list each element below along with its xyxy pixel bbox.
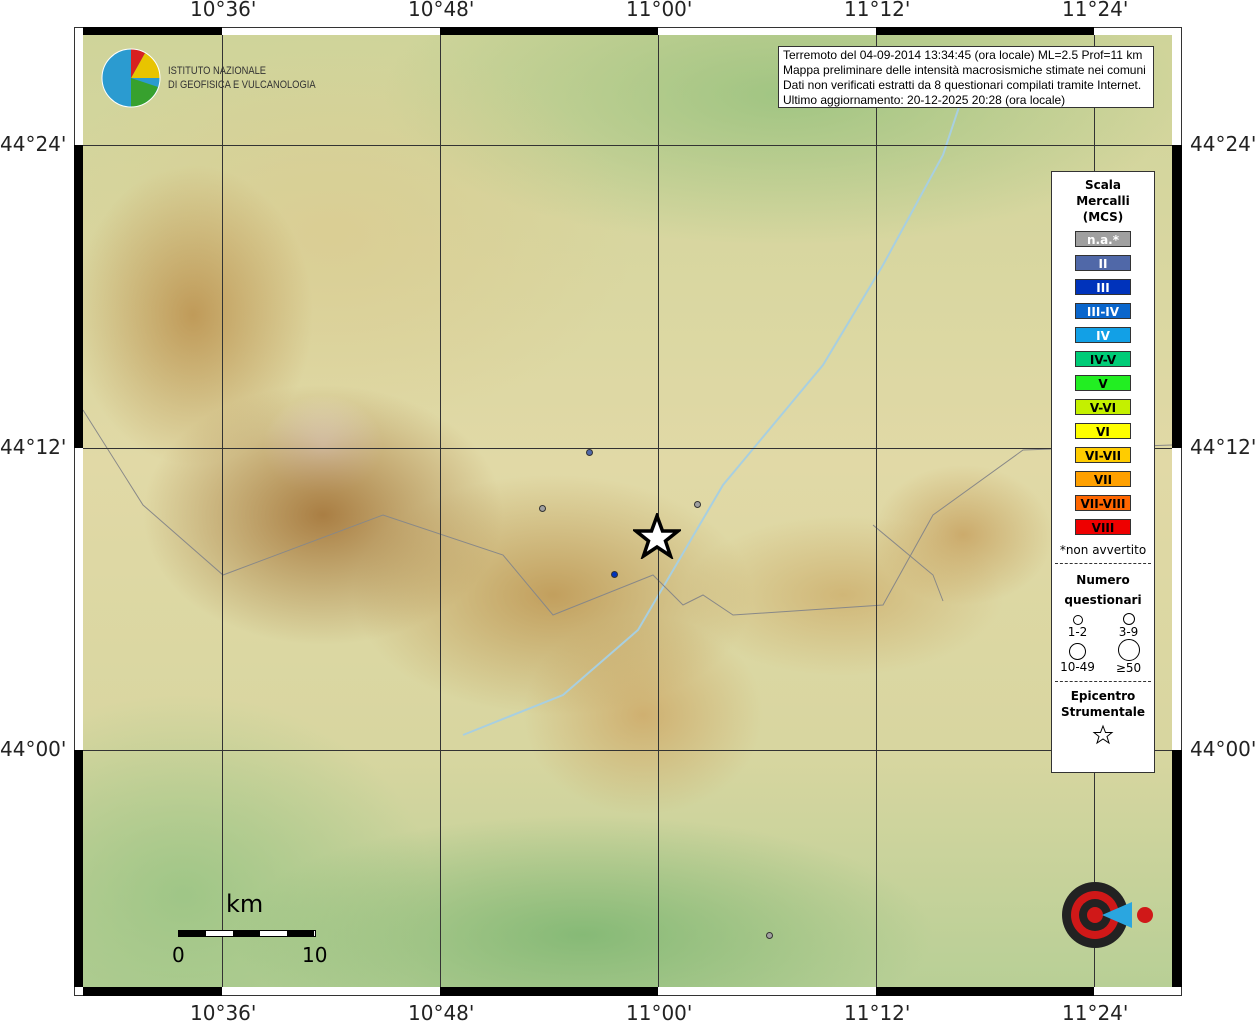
legend: Scala Mercalli (MCS) n.a.* II III III-IV IV I… [1051,171,1155,773]
lon-tick: 11°00' [626,1001,693,1025]
observation-point[interactable] [586,449,593,456]
scale-max: 10 [302,943,328,967]
ingv-logo: ISTITUTO NAZIONALE DI GEOFISICA E VULCAN… [100,47,316,115]
observation-point[interactable] [611,571,618,578]
count-1-2: 1-2 [1052,612,1103,639]
lat-tick: 44°12' [0,435,67,459]
intensity-swatch: VI-VII [1075,447,1131,463]
lon-tick: 10°36' [190,1001,257,1025]
intensity-swatch: n.a.* [1075,231,1131,247]
lon-tick: 10°36' [190,0,257,21]
legend-title: (MCS) [1082,210,1124,224]
intensity-scale: n.a.* II III III-IV IV IV-V V V-VI VI VI-VII VII VI… [1052,231,1154,535]
map-overlay [83,94,1172,736]
star-icon [1092,724,1114,745]
haisentito-logo [1040,860,1160,970]
boundary [872,524,944,602]
scale-min: 0 [172,943,185,967]
intensity-swatch: VI [1075,423,1131,439]
epicenter-star-icon[interactable] [633,513,681,559]
lat-tick: 44°24' [0,132,67,156]
intensity-swatch: V-VI [1075,399,1131,415]
legend-title: Mercalli [1076,194,1130,208]
legend-title: Numero [1076,573,1130,587]
event-info-box: Terremoto del 04-09-2014 13:34:45 (ora l… [778,46,1154,108]
intensity-swatch: VIII [1075,519,1131,535]
intensity-swatch: VII [1075,471,1131,487]
legend-title: Epicentro [1070,689,1136,703]
intensity-swatch: VII-VIII [1075,495,1131,511]
lat-tick: 44°12' [1190,435,1255,459]
lon-tick: 10°48' [408,0,475,21]
lat-tick: 44°24' [1190,132,1255,156]
river [462,94,964,736]
lon-tick: 11°24' [1062,1001,1129,1025]
count-10-49: 10-49 [1052,639,1103,675]
lon-tick: 11°00' [626,0,693,21]
lat-tick: 44°00' [0,737,67,761]
institute-name: DI GEOFISICA E VULCANOLOGIA [168,79,316,91]
institute-name: ISTITUTO NAZIONALE [168,65,267,77]
event-line: Terremoto del 04-09-2014 13:34:45 (ora l… [783,48,1143,62]
lon-tick: 10°48' [408,1001,475,1025]
boundary [83,409,1172,616]
event-line: Dati non verificati estratti da 8 questi… [783,78,1142,92]
intensity-swatch: II [1075,255,1131,271]
intensity-swatch: IV [1075,327,1131,343]
lon-tick: 11°12' [844,0,911,21]
intensity-swatch: III-IV [1075,303,1131,319]
count-3-9: 3-9 [1103,612,1154,639]
intensity-swatch: IV-V [1075,351,1131,367]
terrain-map[interactable] [83,35,1172,987]
observation-point[interactable] [539,505,546,512]
event-line: Ultimo aggiornamento: 20-12-2025 20:28 (… [783,93,1066,107]
event-line: Mappa preliminare delle intensità macros… [783,63,1146,77]
intensity-swatch: III [1075,279,1131,295]
lon-tick: 11°12' [844,1001,911,1025]
scale-bar: km 0 10 [170,890,330,970]
observation-point[interactable] [694,501,701,508]
intensity-swatch: V [1075,375,1131,391]
legend-note: *non avvertito [1059,543,1147,557]
legend-title: Strumentale [1060,705,1146,719]
lon-tick: 11°24' [1062,0,1129,21]
count-50-plus: ≥50 [1103,639,1154,675]
legend-title: Scala [1084,178,1122,192]
lat-tick: 44°00' [1190,737,1255,761]
observation-point[interactable] [766,932,773,939]
scale-unit: km [226,890,264,918]
legend-title: questionari [1064,593,1142,607]
